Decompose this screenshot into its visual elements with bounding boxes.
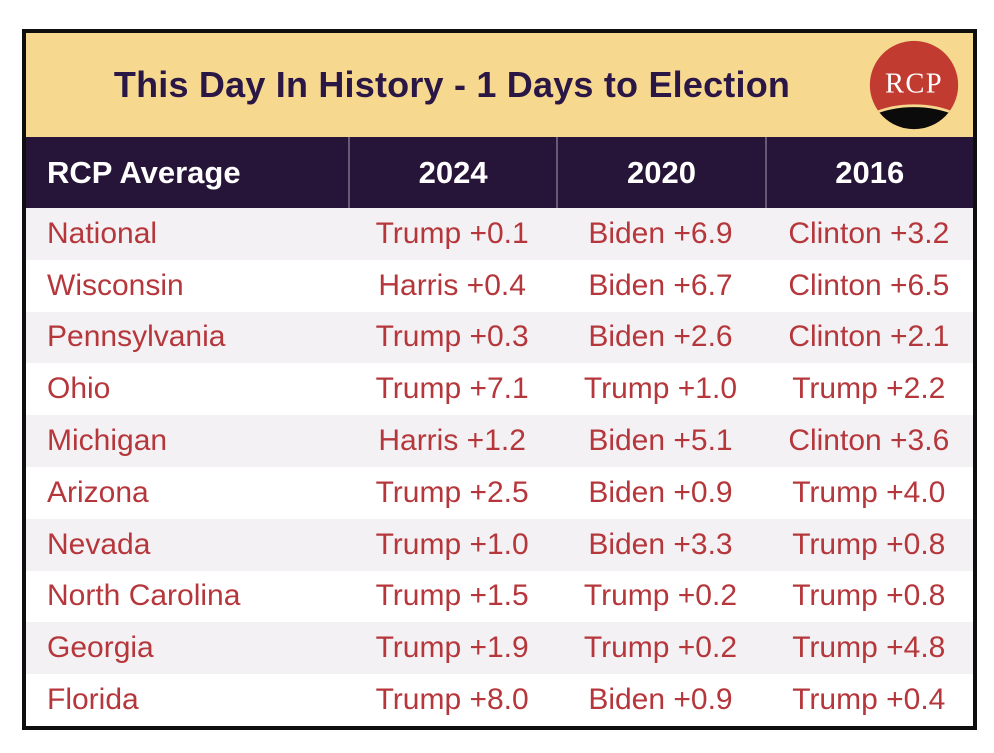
table-row-georgia: Georgia Trump +1.9 Trump +0.2 Trump +4.8	[26, 622, 973, 675]
region-label: North Carolina	[47, 579, 241, 613]
table-body: National Trump +0.1 Biden +6.9 Clinton +…	[26, 208, 973, 726]
value-2016: Trump +4.0	[792, 475, 946, 509]
value-2020: Trump +0.2	[583, 579, 738, 613]
value-2024: Trump +0.1	[375, 216, 529, 250]
value-2020: Biden +5.1	[588, 424, 733, 458]
value-2020: Biden +6.7	[588, 268, 733, 302]
column-header-2020: 2020	[556, 137, 764, 208]
region-label: Nevada	[47, 527, 151, 561]
page-title: This Day In History - 1 Days to Election	[113, 64, 791, 105]
value-2016: Trump +2.2	[792, 372, 946, 406]
table-row-michigan: Michigan Harris +1.2 Biden +5.1 Clinton …	[26, 415, 973, 467]
value-2020: Trump +0.2	[583, 631, 738, 665]
value-2024: Harris +0.4	[378, 268, 526, 302]
rcp-history-card: This Day In History - 1 Days to Election…	[22, 29, 977, 730]
region-label: Wisconsin	[47, 268, 184, 302]
value-2016: Trump +0.8	[792, 579, 946, 613]
value-2024: Trump +2.5	[375, 475, 529, 509]
table-row-wisconsin: Wisconsin Harris +0.4 Biden +6.7 Clinton…	[26, 259, 973, 312]
value-2024: Trump +7.1	[375, 372, 529, 406]
value-2020: Biden +0.9	[588, 475, 733, 509]
value-2016: Clinton +6.5	[788, 268, 950, 302]
region-label: Ohio	[47, 372, 111, 406]
table-row-florida: Florida Trump +8.0 Biden +0.9 Trump +0.4	[26, 674, 973, 726]
value-2016: Trump +4.8	[792, 631, 946, 665]
region-label: National	[47, 216, 158, 250]
column-header-2016: 2016	[764, 137, 973, 208]
value-2016: Trump +0.4	[792, 683, 946, 717]
value-2020: Biden +0.9	[588, 683, 733, 717]
region-label: Arizona	[47, 475, 149, 509]
column-header-rcp-average: RCP Average	[47, 154, 241, 190]
value-2024: Harris +1.2	[378, 424, 526, 458]
table-row-ohio: Ohio Trump +7.1 Trump +1.0 Trump +2.2	[26, 363, 973, 416]
region-label: Pennsylvania	[47, 320, 226, 354]
banner: This Day In History - 1 Days to Election…	[26, 33, 973, 137]
logo-text: RCP	[885, 68, 943, 99]
value-2024: Trump +1.0	[375, 527, 529, 561]
value-2020: Biden +2.6	[588, 320, 733, 354]
value-2016: Trump +0.8	[792, 527, 946, 561]
value-2020: Trump +1.0	[583, 372, 738, 406]
table-row-pennsylvania: Pennsylvania Trump +0.3 Biden +2.6 Clint…	[26, 311, 973, 364]
region-label: Michigan	[47, 424, 168, 458]
region-label: Georgia	[47, 631, 154, 665]
column-header-2024: 2024	[347, 137, 556, 208]
value-2024: Trump +0.3	[375, 320, 529, 354]
value-2016: Clinton +2.1	[788, 320, 950, 354]
table-row-national: National Trump +0.1 Biden +6.9 Clinton +…	[26, 208, 973, 260]
value-2020: Biden +3.3	[588, 527, 733, 561]
value-2024: Trump +1.9	[375, 631, 529, 665]
table-row-arizona: Arizona Trump +2.5 Biden +0.9 Trump +4.0	[26, 466, 973, 519]
value-2016: Clinton +3.2	[788, 216, 950, 250]
table-row-nevada: Nevada Trump +1.0 Biden +3.3 Trump +0.8	[26, 518, 973, 571]
table-row-north-carolina: North Carolina Trump +1.5 Trump +0.2 Tru…	[26, 570, 973, 623]
value-2024: Trump +8.0	[375, 683, 529, 717]
region-label: Florida	[47, 683, 139, 717]
rcp-logo-icon: RCP	[868, 39, 960, 131]
table-header-row: RCP Average 2024 2020 2016	[26, 137, 973, 208]
value-2016: Clinton +3.6	[788, 424, 950, 458]
value-2020: Biden +6.9	[588, 216, 733, 250]
value-2024: Trump +1.5	[375, 579, 529, 613]
